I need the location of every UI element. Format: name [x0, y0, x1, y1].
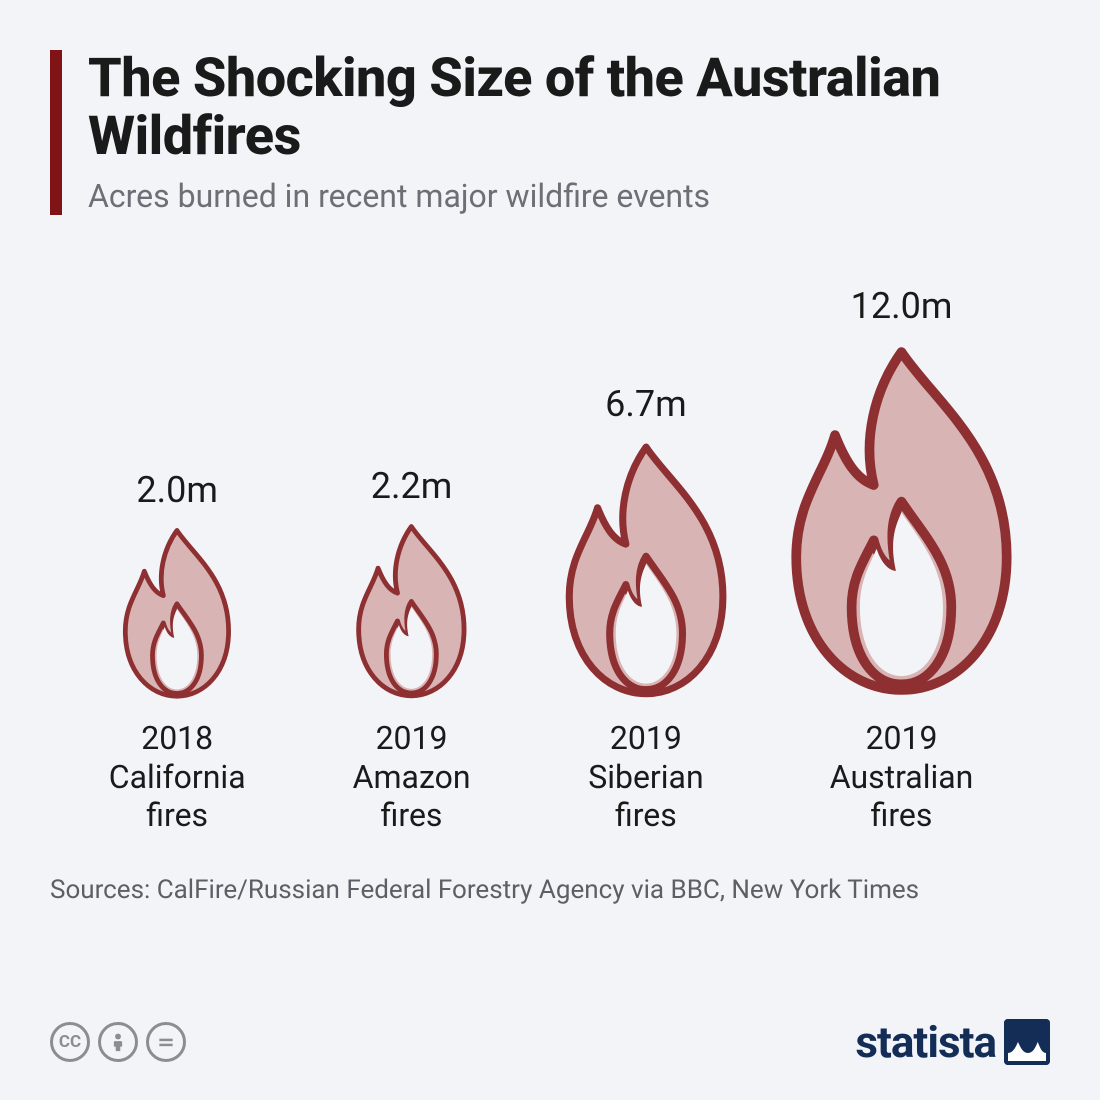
fire-name: Siberian — [588, 758, 703, 796]
fire-name: Amazon — [353, 758, 471, 796]
flame-wrap — [763, 341, 1040, 701]
footer: CC statista — [50, 1016, 1050, 1068]
fire-category-label: 2019 Siberian fires — [588, 719, 703, 834]
wildfire-size-chart: 2.0m 2018 California fires 2.2m 2019 Ama… — [50, 275, 1050, 835]
fire-suffix: fires — [615, 796, 677, 834]
by-icon — [98, 1022, 138, 1062]
fire-name: Australian — [830, 758, 974, 796]
brand-mark-icon — [1004, 1019, 1050, 1065]
fire-suffix: fires — [146, 796, 208, 834]
fire-year: 2019 — [866, 719, 938, 757]
fire-category-label: 2019 Amazon fires — [353, 719, 471, 834]
flame-icon — [342, 521, 481, 701]
fire-item: 12.0m 2019 Australian fires — [763, 285, 1040, 834]
fire-year: 2018 — [141, 719, 213, 757]
flame-icon — [109, 525, 245, 702]
fire-name: California — [109, 758, 246, 796]
fire-value-label: 2.2m — [371, 465, 453, 507]
fire-year: 2019 — [610, 719, 682, 757]
statista-brand: statista — [855, 1016, 1050, 1068]
brand-wordmark: statista — [855, 1016, 996, 1068]
fire-value-label: 12.0m — [851, 285, 953, 327]
fire-category-label: 2019 Australian fires — [830, 719, 974, 834]
infographic-page: The Shocking Size of the Australian Wild… — [0, 0, 1100, 1100]
fire-value-label: 2.0m — [136, 469, 218, 511]
fire-item: 2.2m 2019 Amazon fires — [294, 465, 528, 835]
fire-item: 2.0m 2018 California fires — [60, 469, 294, 835]
page-title: The Shocking Size of the Australian Wild… — [88, 50, 1050, 167]
cc-icon: CC — [50, 1022, 90, 1062]
flame-wrap — [545, 439, 747, 702]
fire-suffix: fires — [871, 796, 933, 834]
sources-text: CalFire/Russian Federal Forestry Agency … — [157, 875, 919, 905]
flame-wrap — [342, 521, 481, 701]
fire-year: 2019 — [376, 719, 448, 757]
fire-item: 6.7m 2019 Siberian fires — [529, 383, 763, 835]
flame-icon — [763, 341, 1040, 701]
nd-icon — [146, 1022, 186, 1062]
flame-icon — [545, 439, 747, 702]
flame-wrap — [109, 525, 245, 702]
fire-suffix: fires — [381, 796, 443, 834]
page-subtitle: Acres burned in recent major wildfire ev… — [88, 177, 1050, 215]
fire-value-label: 6.7m — [605, 383, 687, 425]
sources-prefix: Sources: — [50, 875, 157, 905]
sources-line: Sources: CalFire/Russian Federal Forestr… — [50, 875, 1050, 905]
fire-category-label: 2018 California fires — [109, 719, 246, 834]
header: The Shocking Size of the Australian Wild… — [50, 50, 1050, 215]
license-icons: CC — [50, 1022, 186, 1062]
